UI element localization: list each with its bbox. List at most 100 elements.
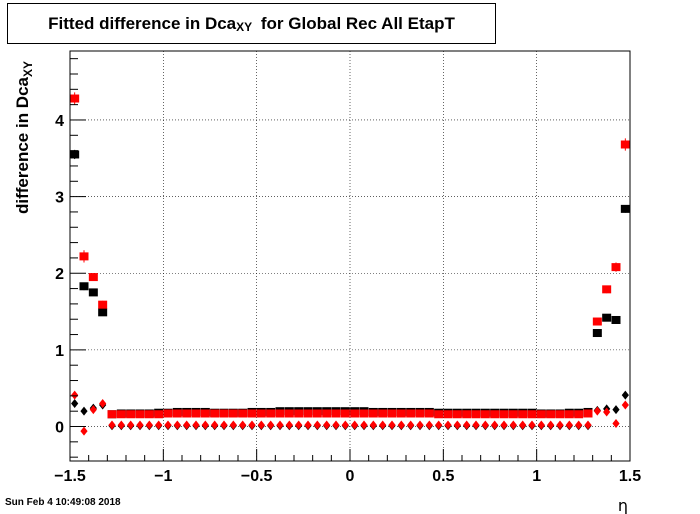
x-axis-label: η: [618, 496, 628, 514]
data-point-square: [210, 409, 220, 418]
data-point-square: [79, 282, 89, 291]
data-point-square: [340, 409, 350, 418]
data-point-square: [70, 94, 80, 103]
data-point-diamond: [332, 420, 340, 430]
data-point-square: [312, 409, 322, 418]
data-point-diamond: [220, 420, 228, 430]
data-point-diamond: [537, 420, 545, 430]
data-series: [70, 92, 630, 436]
data-point-diamond: [173, 420, 181, 430]
data-point-diamond: [80, 406, 88, 416]
data-point-diamond: [117, 420, 125, 430]
data-point-square: [275, 409, 285, 418]
data-point-diamond: [313, 420, 321, 430]
data-point-square: [88, 273, 98, 282]
data-point-square: [98, 308, 108, 317]
data-point-square: [406, 409, 416, 418]
data-point-square: [70, 150, 80, 159]
data-point-diamond: [304, 420, 312, 430]
x-tick-label: 0.5: [432, 468, 454, 485]
data-point-diamond: [379, 420, 387, 430]
data-point-diamond: [267, 420, 275, 430]
data-point-square: [602, 285, 612, 294]
data-point-square: [154, 410, 164, 419]
data-point-diamond: [547, 420, 555, 430]
data-point-diamond: [71, 390, 79, 400]
data-point-diamond: [136, 420, 144, 430]
data-point-square: [452, 410, 462, 419]
data-point-square: [331, 409, 341, 418]
data-point-square: [555, 410, 565, 419]
y-tick-label: 4: [55, 113, 64, 130]
grid-lines: [70, 51, 630, 461]
data-point-diamond: [295, 420, 303, 430]
x-tick-label: −1.5: [54, 468, 86, 485]
data-point-square: [443, 410, 453, 419]
data-point-square: [294, 409, 304, 418]
y-axis-label-main: difference in Dca: [13, 76, 32, 214]
data-point-square: [564, 410, 574, 419]
data-point-square: [219, 409, 229, 418]
y-tick-label: 2: [55, 266, 64, 283]
y-axis-label: difference in DcaXY: [13, 61, 35, 214]
chart-title: Fitted difference in Dca XY for Global Re…: [7, 3, 496, 44]
data-point-square: [518, 410, 528, 419]
data-point-square: [284, 409, 294, 418]
data-point-diamond: [248, 420, 256, 430]
data-point-diamond: [201, 420, 209, 430]
data-point-diamond: [565, 420, 573, 430]
data-point-diamond: [341, 420, 349, 430]
y-tick-label: 3: [55, 190, 64, 207]
axes: −1.5 −1 −0.5 0 0.5 1 1.5 0 1 2 3 4: [54, 58, 641, 485]
data-point-square: [359, 409, 369, 418]
data-point-diamond: [621, 400, 629, 410]
data-point-square: [387, 409, 397, 418]
data-point-square: [266, 409, 276, 418]
data-point-diamond: [481, 420, 489, 430]
data-point-square: [592, 329, 602, 338]
data-point-diamond: [407, 420, 415, 430]
data-point-diamond: [388, 420, 396, 430]
data-point-square: [536, 410, 546, 419]
data-point-diamond: [89, 405, 97, 415]
data-point-square: [256, 409, 266, 418]
data-point-square: [322, 409, 332, 418]
data-point-square: [527, 410, 537, 419]
data-point-diamond: [472, 420, 480, 430]
data-point-square: [434, 410, 444, 419]
data-point-diamond: [500, 420, 508, 430]
x-tick-label: −1: [154, 468, 172, 485]
data-point-diamond: [257, 420, 265, 430]
data-point-diamond: [528, 420, 536, 430]
data-point-square: [163, 409, 173, 418]
data-point-square: [424, 409, 434, 418]
data-point-diamond: [509, 420, 517, 430]
y-tick-label: 0: [55, 420, 64, 437]
data-point-diamond: [164, 420, 172, 430]
data-point-square: [172, 409, 182, 418]
data-point-square: [583, 409, 593, 418]
data-point-square: [126, 410, 136, 419]
data-point-diamond: [593, 406, 601, 416]
data-point-square: [350, 409, 360, 418]
data-point-square: [508, 410, 518, 419]
y-tick-label: 1: [55, 343, 64, 360]
data-point-diamond: [603, 407, 611, 417]
data-point-diamond: [612, 418, 620, 428]
data-point-diamond: [351, 420, 359, 430]
data-point-diamond: [453, 420, 461, 430]
y-axis-label-subscript: XY: [21, 61, 35, 77]
data-point-diamond: [575, 420, 583, 430]
data-point-diamond: [323, 420, 331, 430]
x-tick-label: 1: [532, 468, 541, 485]
data-point-diamond: [192, 420, 200, 430]
data-point-square: [88, 288, 98, 297]
data-point-diamond: [211, 420, 219, 430]
x-tick-label: 0: [346, 468, 355, 485]
data-point-square: [238, 409, 248, 418]
data-point-diamond: [416, 420, 424, 430]
data-point-diamond: [71, 399, 79, 409]
data-point-diamond: [621, 390, 629, 400]
x-tick-label: −0.5: [241, 468, 273, 485]
